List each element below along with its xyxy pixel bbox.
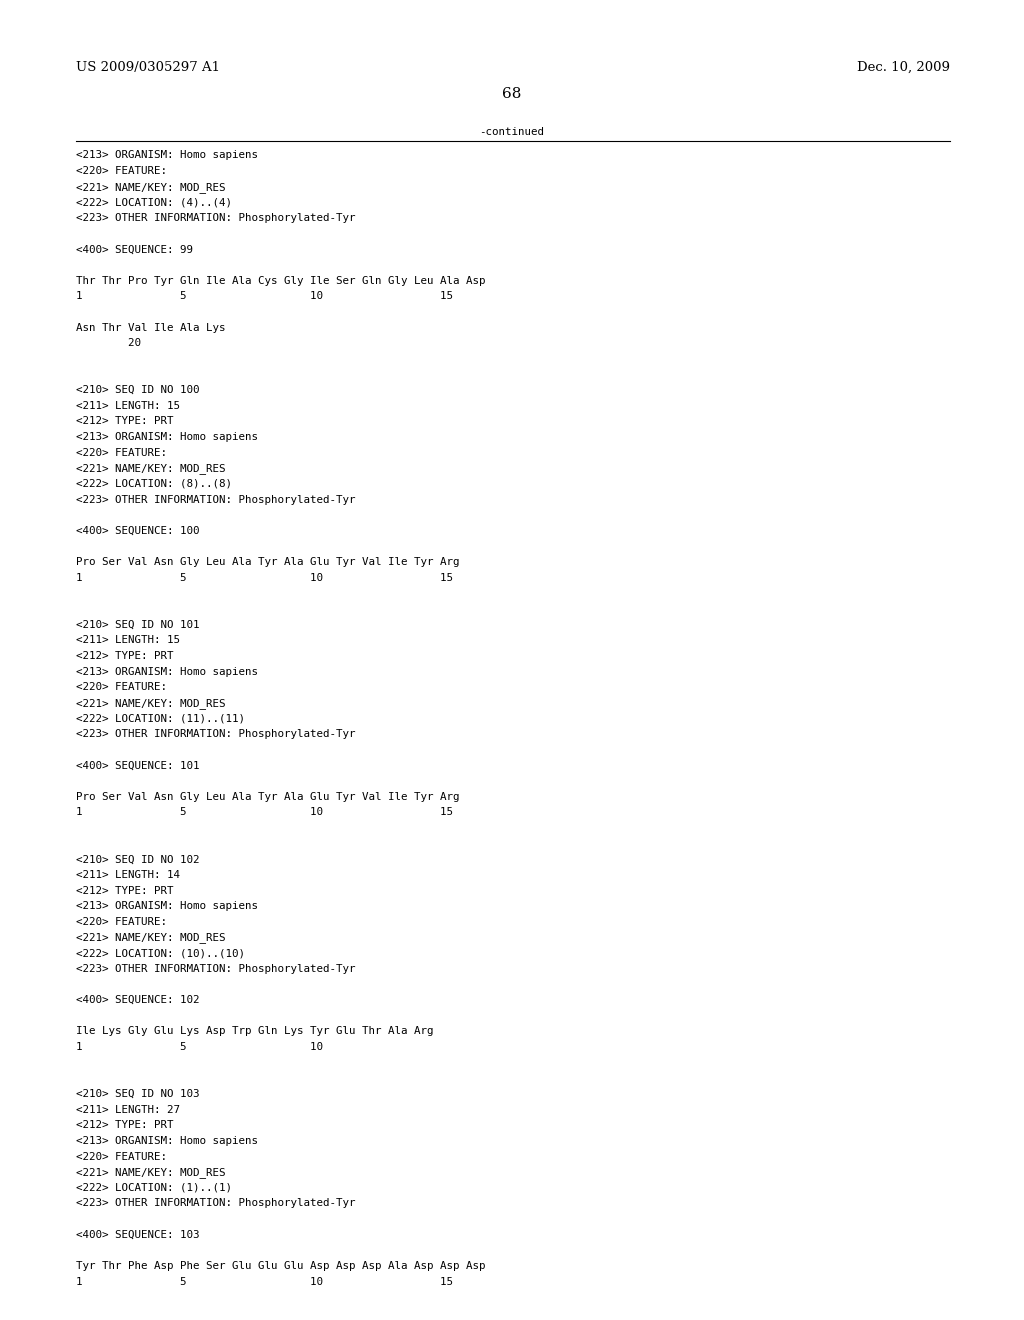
Text: Ile Lys Gly Glu Lys Asp Trp Gln Lys Tyr Glu Thr Ala Arg: Ile Lys Gly Glu Lys Asp Trp Gln Lys Tyr … [76,1027,433,1036]
Text: -continued: -continued [479,127,545,137]
Text: <210> SEQ ID NO 102: <210> SEQ ID NO 102 [76,854,200,865]
Text: <223> OTHER INFORMATION: Phosphorylated-Tyr: <223> OTHER INFORMATION: Phosphorylated-… [76,729,355,739]
Text: <212> TYPE: PRT: <212> TYPE: PRT [76,416,173,426]
Text: 1               5                   10                  15: 1 5 10 15 [76,808,453,817]
Text: <210> SEQ ID NO 100: <210> SEQ ID NO 100 [76,385,200,395]
Text: <223> OTHER INFORMATION: Phosphorylated-Tyr: <223> OTHER INFORMATION: Phosphorylated-… [76,213,355,223]
Text: <222> LOCATION: (10)..(10): <222> LOCATION: (10)..(10) [76,948,245,958]
Text: <220> FEATURE:: <220> FEATURE: [76,447,167,458]
Text: <222> LOCATION: (4)..(4): <222> LOCATION: (4)..(4) [76,198,231,207]
Text: Tyr Thr Phe Asp Phe Ser Glu Glu Glu Asp Asp Asp Ala Asp Asp Asp: Tyr Thr Phe Asp Phe Ser Glu Glu Glu Asp … [76,1261,485,1271]
Text: <221> NAME/KEY: MOD_RES: <221> NAME/KEY: MOD_RES [76,1167,225,1179]
Text: <212> TYPE: PRT: <212> TYPE: PRT [76,1121,173,1130]
Text: 1               5                   10: 1 5 10 [76,1041,323,1052]
Text: <211> LENGTH: 14: <211> LENGTH: 14 [76,870,180,880]
Text: <400> SEQUENCE: 100: <400> SEQUENCE: 100 [76,525,200,536]
Text: Pro Ser Val Asn Gly Leu Ala Tyr Ala Glu Tyr Val Ile Tyr Arg: Pro Ser Val Asn Gly Leu Ala Tyr Ala Glu … [76,792,460,801]
Text: 1               5                   10                  15: 1 5 10 15 [76,1276,453,1287]
Text: <213> ORGANISM: Homo sapiens: <213> ORGANISM: Homo sapiens [76,432,258,442]
Text: <400> SEQUENCE: 101: <400> SEQUENCE: 101 [76,760,200,771]
Text: <212> TYPE: PRT: <212> TYPE: PRT [76,886,173,896]
Text: <220> FEATURE:: <220> FEATURE: [76,166,167,176]
Text: <400> SEQUENCE: 99: <400> SEQUENCE: 99 [76,244,193,255]
Text: <210> SEQ ID NO 103: <210> SEQ ID NO 103 [76,1089,200,1100]
Text: <221> NAME/KEY: MOD_RES: <221> NAME/KEY: MOD_RES [76,698,225,709]
Text: <213> ORGANISM: Homo sapiens: <213> ORGANISM: Homo sapiens [76,1137,258,1146]
Text: US 2009/0305297 A1: US 2009/0305297 A1 [76,61,220,74]
Text: <211> LENGTH: 27: <211> LENGTH: 27 [76,1105,180,1114]
Text: <221> NAME/KEY: MOD_RES: <221> NAME/KEY: MOD_RES [76,463,225,474]
Text: <400> SEQUENCE: 102: <400> SEQUENCE: 102 [76,995,200,1005]
Text: <222> LOCATION: (11)..(11): <222> LOCATION: (11)..(11) [76,714,245,723]
Text: <222> LOCATION: (1)..(1): <222> LOCATION: (1)..(1) [76,1183,231,1193]
Text: 1               5                   10                  15: 1 5 10 15 [76,573,453,583]
Text: <220> FEATURE:: <220> FEATURE: [76,1151,167,1162]
Text: <210> SEQ ID NO 101: <210> SEQ ID NO 101 [76,620,200,630]
Text: <213> ORGANISM: Homo sapiens: <213> ORGANISM: Homo sapiens [76,150,258,161]
Text: <223> OTHER INFORMATION: Phosphorylated-Tyr: <223> OTHER INFORMATION: Phosphorylated-… [76,1199,355,1209]
Text: <221> NAME/KEY: MOD_RES: <221> NAME/KEY: MOD_RES [76,932,225,944]
Text: 1               5                   10                  15: 1 5 10 15 [76,292,453,301]
Text: <223> OTHER INFORMATION: Phosphorylated-Tyr: <223> OTHER INFORMATION: Phosphorylated-… [76,495,355,504]
Text: <213> ORGANISM: Homo sapiens: <213> ORGANISM: Homo sapiens [76,902,258,911]
Text: 68: 68 [503,87,521,102]
Text: <213> ORGANISM: Homo sapiens: <213> ORGANISM: Homo sapiens [76,667,258,677]
Text: Thr Thr Pro Tyr Gln Ile Ala Cys Gly Ile Ser Gln Gly Leu Ala Asp: Thr Thr Pro Tyr Gln Ile Ala Cys Gly Ile … [76,276,485,285]
Text: <220> FEATURE:: <220> FEATURE: [76,682,167,692]
Text: <223> OTHER INFORMATION: Phosphorylated-Tyr: <223> OTHER INFORMATION: Phosphorylated-… [76,964,355,974]
Text: Dec. 10, 2009: Dec. 10, 2009 [857,61,950,74]
Text: <212> TYPE: PRT: <212> TYPE: PRT [76,651,173,661]
Text: Asn Thr Val Ile Ala Lys: Asn Thr Val Ile Ala Lys [76,322,225,333]
Text: <211> LENGTH: 15: <211> LENGTH: 15 [76,635,180,645]
Text: <211> LENGTH: 15: <211> LENGTH: 15 [76,401,180,411]
Text: <400> SEQUENCE: 103: <400> SEQUENCE: 103 [76,1230,200,1239]
Text: 20: 20 [76,338,140,348]
Text: <221> NAME/KEY: MOD_RES: <221> NAME/KEY: MOD_RES [76,182,225,193]
Text: Pro Ser Val Asn Gly Leu Ala Tyr Ala Glu Tyr Val Ile Tyr Arg: Pro Ser Val Asn Gly Leu Ala Tyr Ala Glu … [76,557,460,568]
Text: <222> LOCATION: (8)..(8): <222> LOCATION: (8)..(8) [76,479,231,488]
Text: <220> FEATURE:: <220> FEATURE: [76,917,167,927]
